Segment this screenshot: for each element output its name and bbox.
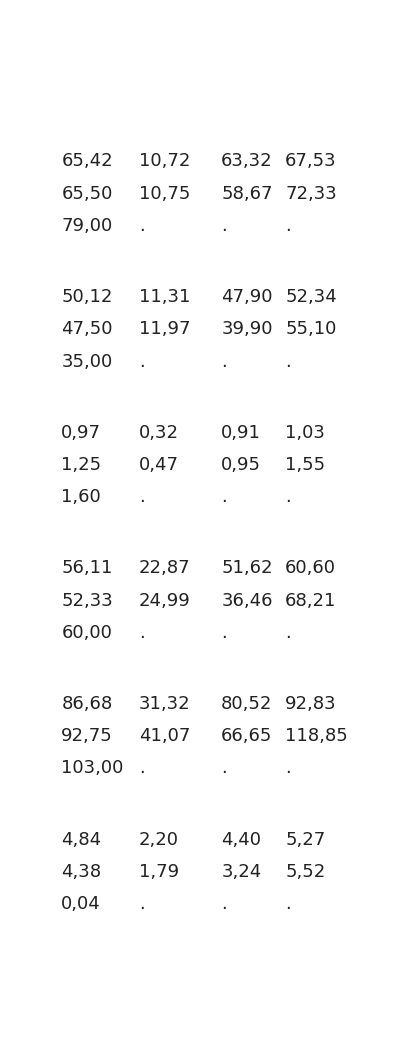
Text: 5,52: 5,52	[285, 863, 325, 880]
Text: .: .	[221, 759, 227, 777]
Text: .: .	[285, 759, 291, 777]
Text: 11,31: 11,31	[139, 288, 190, 306]
Text: 68,21: 68,21	[285, 591, 336, 609]
Text: 0,32: 0,32	[139, 423, 179, 441]
Text: 55,10: 55,10	[285, 320, 336, 338]
Text: .: .	[285, 353, 291, 370]
Text: 11,97: 11,97	[139, 320, 191, 338]
Text: 92,83: 92,83	[285, 695, 337, 712]
Text: 41,07: 41,07	[139, 727, 190, 745]
Text: 10,75: 10,75	[139, 185, 190, 202]
Text: 47,50: 47,50	[61, 320, 113, 338]
Text: .: .	[139, 624, 145, 641]
Text: 51,62: 51,62	[221, 559, 273, 577]
Text: 52,34: 52,34	[285, 288, 337, 306]
Text: .: .	[285, 895, 291, 913]
Text: 0,95: 0,95	[221, 456, 261, 474]
Text: 86,68: 86,68	[61, 695, 112, 712]
Text: 4,84: 4,84	[61, 830, 101, 849]
Text: .: .	[285, 217, 291, 235]
Text: 63,32: 63,32	[221, 152, 273, 170]
Text: .: .	[221, 217, 227, 235]
Text: 39,90: 39,90	[221, 320, 273, 338]
Text: .: .	[139, 759, 145, 777]
Text: 10,72: 10,72	[139, 152, 190, 170]
Text: 72,33: 72,33	[285, 185, 337, 202]
Text: 5,27: 5,27	[285, 830, 325, 849]
Text: 103,00: 103,00	[61, 759, 124, 777]
Text: 60,60: 60,60	[285, 559, 336, 577]
Text: 1,25: 1,25	[61, 456, 101, 474]
Text: 66,65: 66,65	[221, 727, 273, 745]
Text: 118,85: 118,85	[285, 727, 348, 745]
Text: 65,50: 65,50	[61, 185, 113, 202]
Text: 35,00: 35,00	[61, 353, 112, 370]
Text: .: .	[221, 624, 227, 641]
Text: .: .	[285, 488, 291, 506]
Text: 1,60: 1,60	[61, 488, 101, 506]
Text: 0,97: 0,97	[61, 423, 101, 441]
Text: .: .	[221, 895, 227, 913]
Text: 0,47: 0,47	[139, 456, 179, 474]
Text: 4,40: 4,40	[221, 830, 261, 849]
Text: 47,90: 47,90	[221, 288, 273, 306]
Text: 67,53: 67,53	[285, 152, 337, 170]
Text: .: .	[221, 488, 227, 506]
Text: 31,32: 31,32	[139, 695, 191, 712]
Text: 80,52: 80,52	[221, 695, 273, 712]
Text: .: .	[139, 217, 145, 235]
Text: 92,75: 92,75	[61, 727, 113, 745]
Text: 50,12: 50,12	[61, 288, 113, 306]
Text: 1,55: 1,55	[285, 456, 325, 474]
Text: .: .	[285, 624, 291, 641]
Text: 0,04: 0,04	[61, 895, 101, 913]
Text: 60,00: 60,00	[61, 624, 112, 641]
Text: 1,79: 1,79	[139, 863, 179, 880]
Text: 1,03: 1,03	[285, 423, 325, 441]
Text: 0,91: 0,91	[221, 423, 261, 441]
Text: 65,42: 65,42	[61, 152, 113, 170]
Text: 22,87: 22,87	[139, 559, 191, 577]
Text: 2,20: 2,20	[139, 830, 179, 849]
Text: 58,67: 58,67	[221, 185, 273, 202]
Text: 3,24: 3,24	[221, 863, 261, 880]
Text: 79,00: 79,00	[61, 217, 112, 235]
Text: 4,38: 4,38	[61, 863, 101, 880]
Text: 36,46: 36,46	[221, 591, 273, 609]
Text: .: .	[139, 895, 145, 913]
Text: 24,99: 24,99	[139, 591, 191, 609]
Text: 56,11: 56,11	[61, 559, 113, 577]
Text: .: .	[139, 353, 145, 370]
Text: .: .	[139, 488, 145, 506]
Text: 52,33: 52,33	[61, 591, 113, 609]
Text: .: .	[221, 353, 227, 370]
